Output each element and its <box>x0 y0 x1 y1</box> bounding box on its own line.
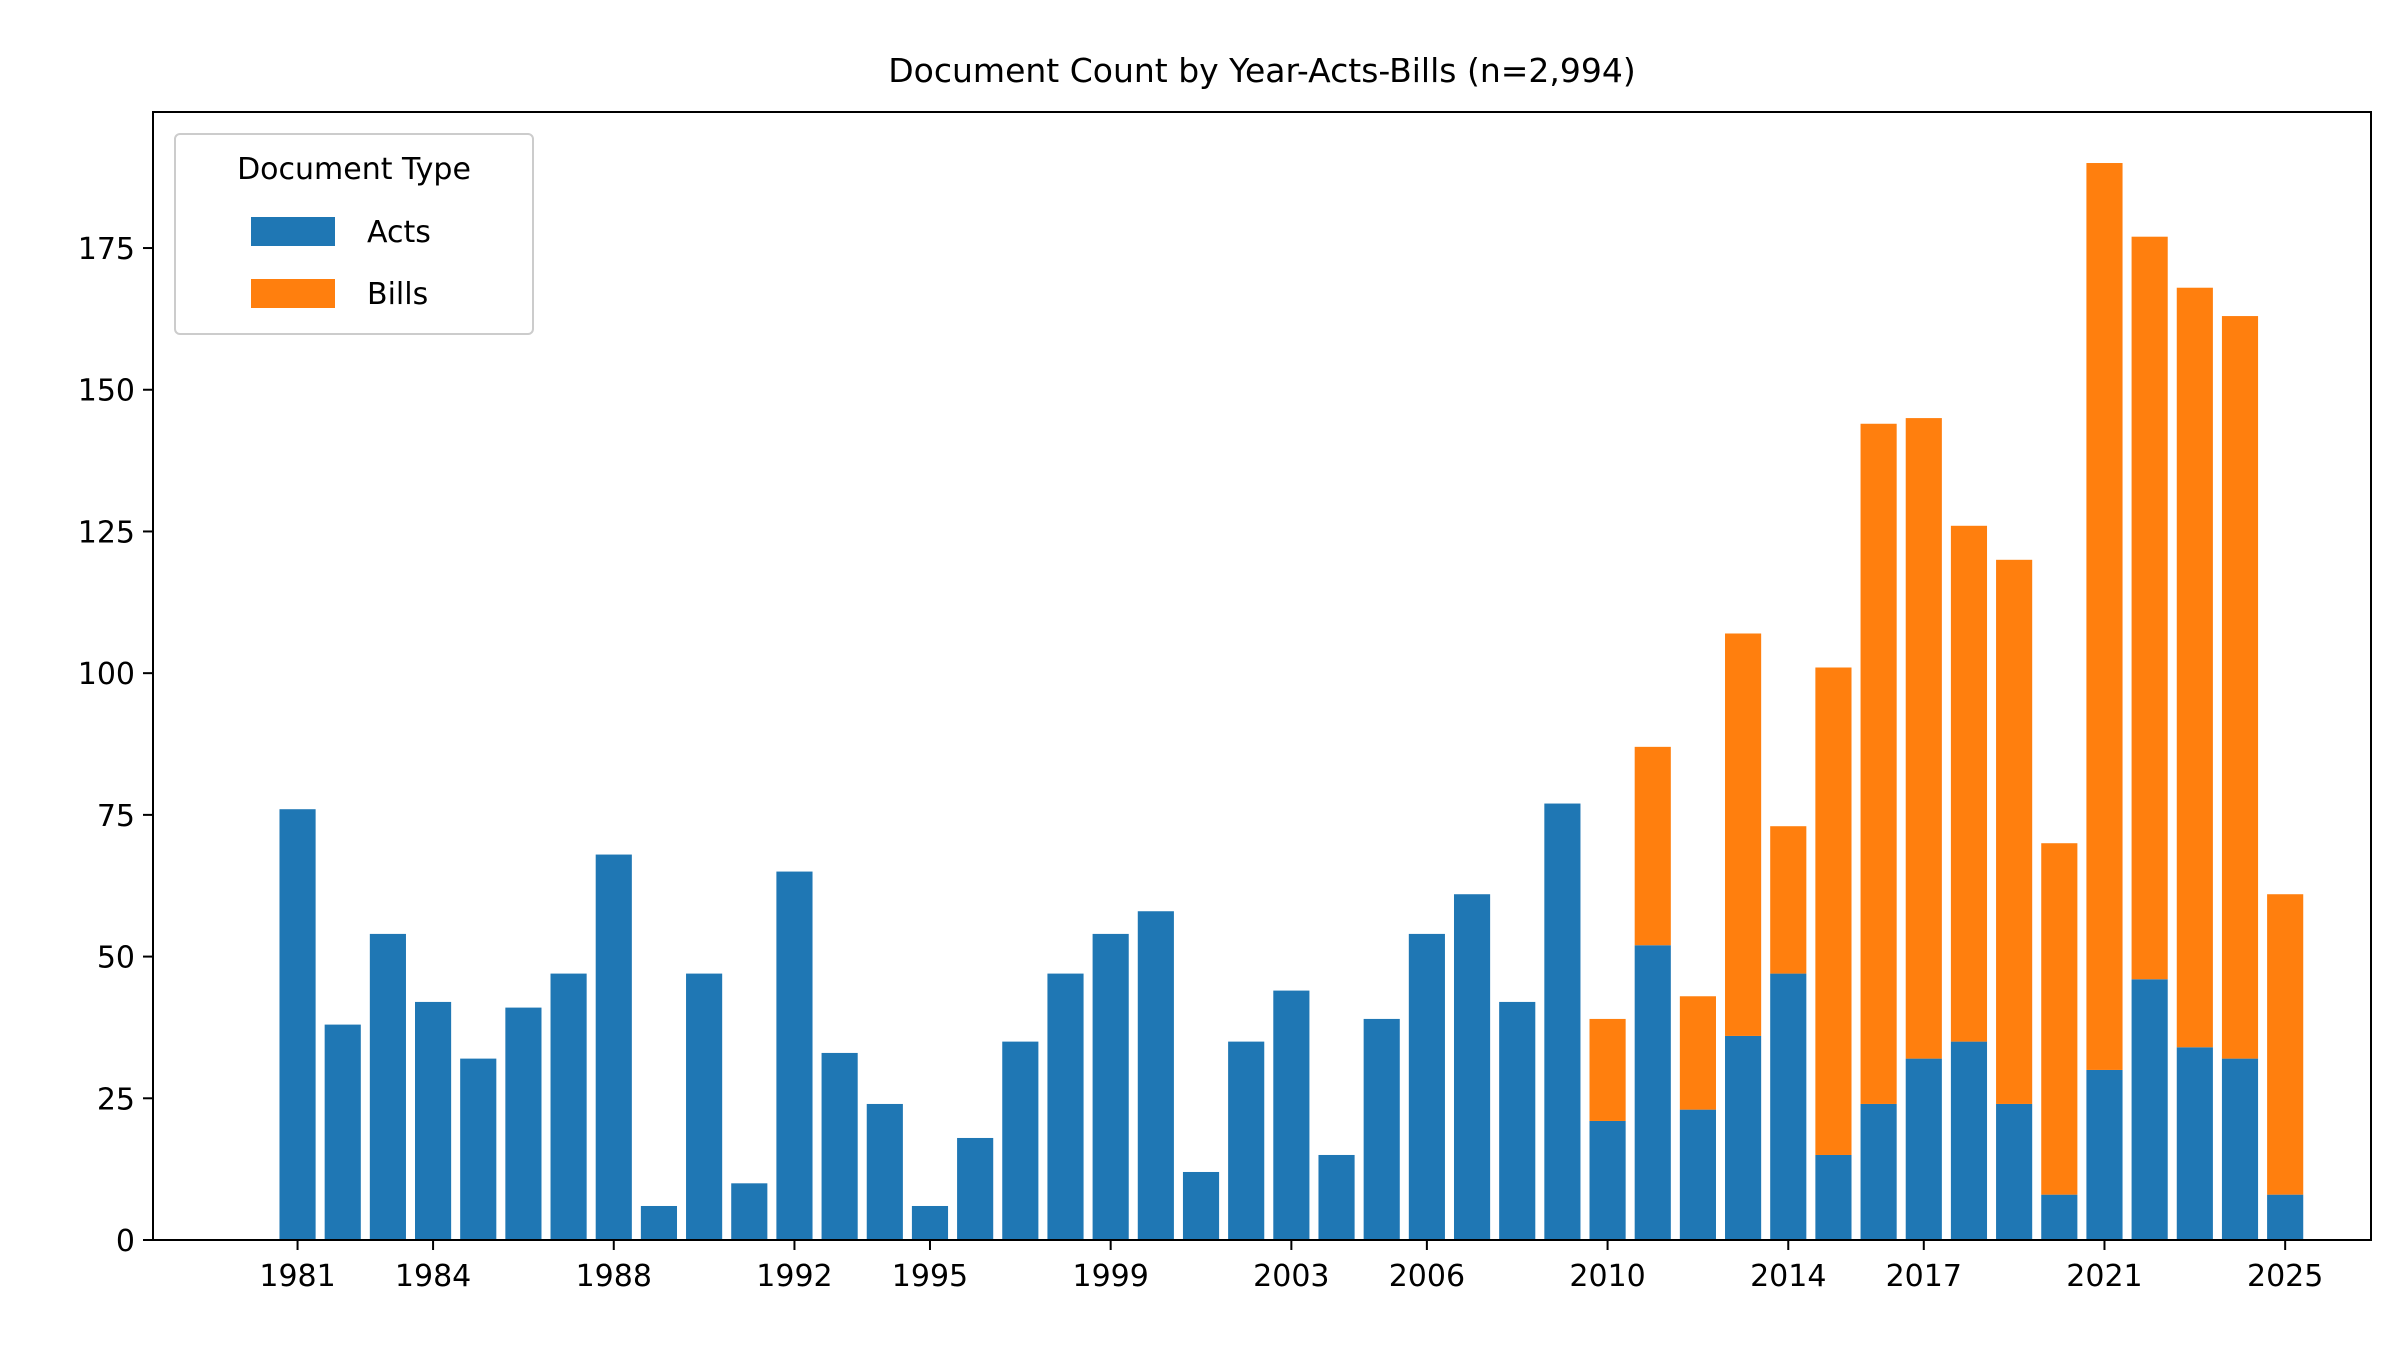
bar-acts-1993 <box>821 1052 858 1240</box>
y-tick-label: 175 <box>78 232 135 267</box>
x-tick-label: 1999 <box>1072 1259 1148 1294</box>
legend-swatch-bills <box>251 279 335 308</box>
bar-acts-2016 <box>1860 1103 1897 1240</box>
bar-acts-2002 <box>1228 1041 1265 1240</box>
bar-acts-2025 <box>2267 1194 2304 1240</box>
bar-acts-2015 <box>1815 1154 1852 1240</box>
x-tick-label: 2006 <box>1389 1259 1465 1294</box>
legend-label-bills: Bills <box>367 277 428 312</box>
y-tick-label: 25 <box>97 1082 135 1117</box>
x-tick-label: 2025 <box>2247 1259 2323 1294</box>
legend-swatch-acts <box>251 217 335 246</box>
bar-bills-2015 <box>1815 667 1852 1155</box>
x-tick-label: 2021 <box>2066 1259 2142 1294</box>
bar-acts-2017 <box>1905 1058 1942 1240</box>
bar-bills-2025 <box>2267 894 2304 1195</box>
plot-frame <box>152 111 2372 1241</box>
bar-bills-2012 <box>1679 996 1716 1110</box>
bar-acts-2022 <box>2131 979 2168 1240</box>
x-tick-label: 2003 <box>1253 1259 1329 1294</box>
bar-bills-2013 <box>1725 633 1762 1036</box>
bar-bills-2021 <box>2086 163 2123 1070</box>
x-tick-label: 1992 <box>756 1259 832 1294</box>
x-tick-label: 2010 <box>1569 1259 1645 1294</box>
bar-acts-1992 <box>776 871 813 1240</box>
bar-acts-1991 <box>731 1183 768 1240</box>
x-tick-label: 1981 <box>259 1259 335 1294</box>
bar-acts-2009 <box>1544 803 1581 1240</box>
bar-acts-1984 <box>415 1001 452 1240</box>
bar-acts-2021 <box>2086 1069 2123 1240</box>
bar-acts-2001 <box>1182 1171 1220 1240</box>
bar-acts-2019 <box>1996 1103 2033 1240</box>
bar-acts-1996 <box>957 1137 994 1240</box>
bar-acts-2006 <box>1408 933 1445 1240</box>
bar-acts-2020 <box>2041 1194 2078 1240</box>
bar-acts-2023 <box>2176 1047 2213 1240</box>
bar-acts-1997 <box>1002 1041 1039 1240</box>
bar-bills-2017 <box>1905 418 1942 1059</box>
bar-acts-1989 <box>640 1205 678 1240</box>
chart-title: Document Count by Year-Acts-Bills (n=2,9… <box>888 51 1635 90</box>
bar-acts-1995 <box>911 1205 949 1240</box>
bar-acts-2012 <box>1679 1109 1716 1240</box>
bar-acts-1986 <box>505 1007 542 1240</box>
bar-acts-2011 <box>1634 945 1671 1240</box>
bar-acts-2005 <box>1363 1018 1400 1240</box>
bar-bills-2020 <box>2041 843 2078 1195</box>
bar-bills-2016 <box>1860 423 1897 1104</box>
legend: Document Type Acts Bills <box>174 133 534 335</box>
bar-acts-1983 <box>369 933 406 1240</box>
bar-bills-2011 <box>1634 746 1671 946</box>
x-tick-label: 2014 <box>1750 1259 1826 1294</box>
bars-layer <box>279 163 2304 1240</box>
bar-acts-1999 <box>1092 933 1129 1240</box>
bar-acts-2007 <box>1453 894 1491 1240</box>
bar-bills-2014 <box>1770 826 1807 974</box>
bar-bills-2024 <box>2221 316 2259 1059</box>
y-tick-label: 100 <box>78 657 135 692</box>
y-tick-label: 125 <box>78 515 135 550</box>
bar-bills-2022 <box>2131 236 2168 980</box>
bar-acts-2024 <box>2221 1058 2259 1240</box>
bar-acts-2003 <box>1273 990 1310 1240</box>
legend-label-acts: Acts <box>367 215 431 250</box>
legend-title: Document Type <box>237 152 471 187</box>
x-tick-label: 1988 <box>576 1259 652 1294</box>
bar-bills-2023 <box>2176 287 2213 1048</box>
bar-acts-1988 <box>595 854 632 1240</box>
bar-acts-2000 <box>1137 911 1174 1240</box>
bar-bills-2019 <box>1996 559 2033 1104</box>
bar-acts-1985 <box>460 1058 497 1240</box>
bar-acts-1990 <box>686 973 723 1240</box>
bar-acts-1987 <box>550 973 587 1240</box>
bar-acts-2014 <box>1770 973 1807 1240</box>
axis-ticks-layer: 0 25 50 75 100 125 150 175 1981 1984 1988 1992 1995 1… <box>78 232 2324 1294</box>
bar-acts-1998 <box>1047 973 1084 1240</box>
x-tick-label: 1984 <box>395 1259 471 1294</box>
bar-acts-2013 <box>1725 1035 1762 1240</box>
y-tick-label: 150 <box>78 374 135 409</box>
bar-acts-1981 <box>279 809 316 1240</box>
bar-acts-2008 <box>1499 1001 1536 1240</box>
bar-acts-1994 <box>866 1103 903 1240</box>
bar-acts-2004 <box>1318 1154 1355 1240</box>
bar-bills-2010 <box>1589 1018 1626 1121</box>
x-tick-label: 1995 <box>892 1259 968 1294</box>
y-tick-label: 75 <box>97 799 135 834</box>
y-tick-label: 50 <box>97 941 135 976</box>
bar-acts-2018 <box>1950 1041 1988 1240</box>
bar-acts-1982 <box>324 1024 361 1240</box>
bar-bills-2018 <box>1950 525 1988 1042</box>
x-tick-label: 2017 <box>1886 1259 1962 1294</box>
y-tick-label: 0 <box>116 1224 135 1259</box>
bar-acts-2010 <box>1589 1120 1626 1240</box>
